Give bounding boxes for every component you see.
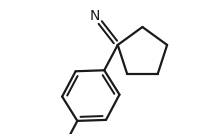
- Text: N: N: [90, 9, 100, 23]
